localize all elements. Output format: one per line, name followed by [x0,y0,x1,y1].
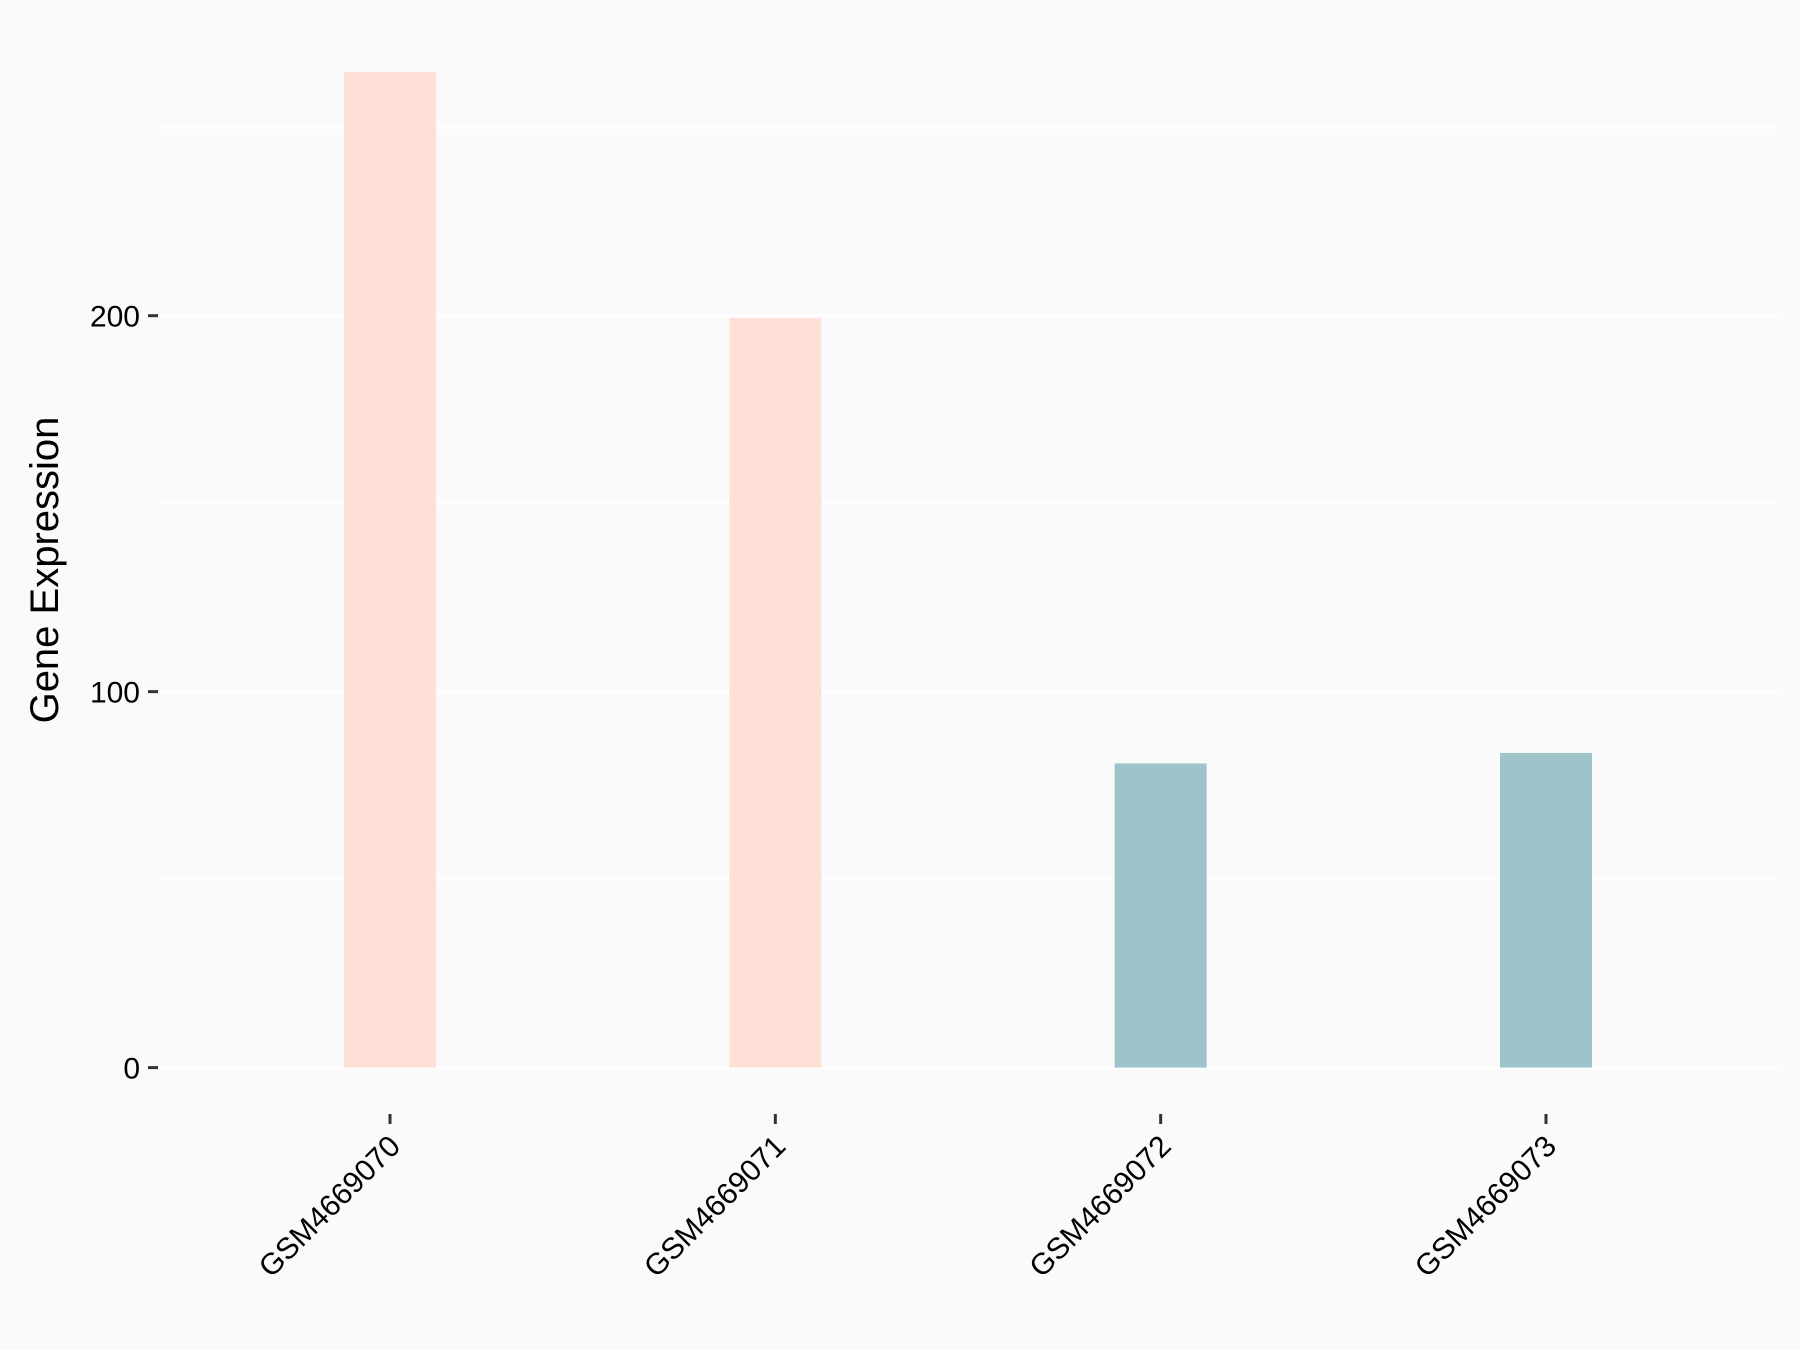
bar-GSM4669073 [1500,752,1592,1068]
bar-GSM4669072 [1114,763,1207,1068]
y-tick-label: 0 [123,1053,140,1086]
bar-GSM4669071 [729,317,822,1068]
y-tick-label: 100 [90,677,140,710]
y-axis-title: Gene Expression [23,417,67,724]
bar-GSM4669070 [344,72,436,1068]
y-tick-label: 200 [90,301,140,334]
